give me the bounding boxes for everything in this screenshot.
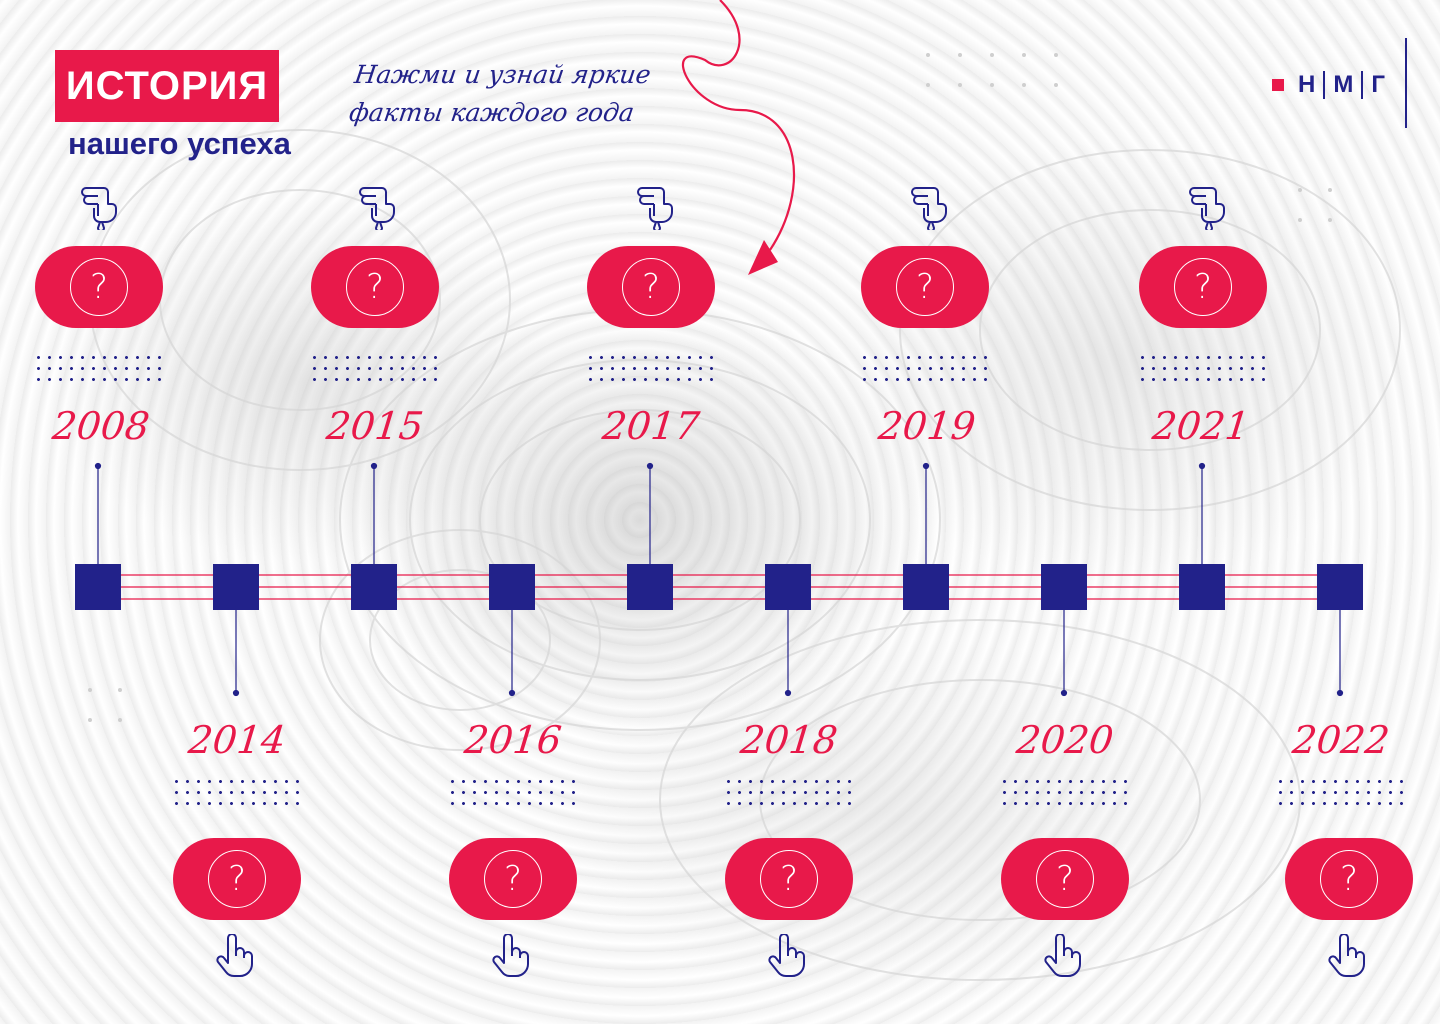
year-fact-button-2021[interactable]: ? <box>1139 246 1267 328</box>
company-logo: Н М Г <box>1272 70 1393 100</box>
year-label-2015: 2015 <box>324 404 426 448</box>
timeline-node-2017 <box>627 564 673 610</box>
question-mark-icon: ? <box>760 850 818 908</box>
hand-pointer-icon <box>911 187 947 230</box>
decorative-dots <box>585 352 717 386</box>
logo-separator <box>1361 71 1364 99</box>
curved-arrow-icon <box>681 0 796 275</box>
year-label-2019: 2019 <box>876 404 978 448</box>
question-mark-icon: ? <box>622 258 680 316</box>
timeline-node-2019 <box>903 564 949 610</box>
page-subtitle: нашего успеха <box>68 126 291 161</box>
decorative-dots <box>1275 776 1407 810</box>
logo-separator <box>1323 71 1326 99</box>
question-mark-icon: ? <box>1320 850 1378 908</box>
hand-pointer-icon <box>216 934 253 977</box>
year-fact-button-2018[interactable]: ? <box>725 838 853 920</box>
hand-pointer-icon <box>1044 934 1081 977</box>
hand-pointer-icon <box>359 187 395 230</box>
year-fact-button-2020[interactable]: ? <box>1001 838 1129 920</box>
connector-dot <box>1336 689 1344 697</box>
year-fact-button-2022[interactable]: ? <box>1285 838 1413 920</box>
logo-letter: Г <box>1371 71 1385 98</box>
year-label-2022: 2022 <box>1290 718 1392 762</box>
question-mark-icon: ? <box>1174 258 1232 316</box>
year-label-2018: 2018 <box>738 718 840 762</box>
connector-dot <box>646 462 654 470</box>
year-fact-button-2017[interactable]: ? <box>587 246 715 328</box>
logo-divider <box>1405 38 1407 128</box>
timeline-node-2014 <box>213 564 259 610</box>
year-label-2014: 2014 <box>186 718 288 762</box>
decorative-dots <box>447 776 579 810</box>
year-label-2008: 2008 <box>50 404 152 448</box>
hand-pointer-icon <box>768 934 805 977</box>
question-mark-icon: ? <box>896 258 954 316</box>
connector-dot <box>922 462 930 470</box>
decorative-dots <box>723 776 855 810</box>
hand-pointer-icon <box>492 934 529 977</box>
year-fact-button-2019[interactable]: ? <box>861 246 989 328</box>
decorative-dots <box>171 776 303 810</box>
hand-pointer-icon <box>1189 187 1225 230</box>
decorative-dots <box>1137 352 1269 386</box>
hand-pointer-icon <box>1328 934 1365 977</box>
year-fact-button-2014[interactable]: ? <box>173 838 301 920</box>
question-mark-icon: ? <box>1036 850 1094 908</box>
title-banner: ИСТОРИЯ <box>55 50 279 122</box>
logo-square-icon <box>1272 79 1284 91</box>
connector-dot <box>784 689 792 697</box>
connector-dot <box>508 689 516 697</box>
timeline-node-2020 <box>1041 564 1087 610</box>
decorative-dots <box>999 776 1131 810</box>
connector-dot <box>1198 462 1206 470</box>
year-label-2021: 2021 <box>1150 404 1252 448</box>
timeline-node-2016 <box>489 564 535 610</box>
timeline-connectors <box>94 462 1344 697</box>
timeline-node-2008 <box>75 564 121 610</box>
page-title: ИСТОРИЯ <box>65 63 269 108</box>
timeline-rail <box>98 574 1340 600</box>
year-fact-button-2008[interactable]: ? <box>35 246 163 328</box>
connector-dot <box>1060 689 1068 697</box>
year-fact-button-2016[interactable]: ? <box>449 838 577 920</box>
year-fact-button-2015[interactable]: ? <box>311 246 439 328</box>
timeline-node-2021 <box>1179 564 1225 610</box>
logo-letter: Н <box>1298 71 1316 98</box>
question-mark-icon: ? <box>70 258 128 316</box>
timeline-node-2018 <box>765 564 811 610</box>
year-label-2020: 2020 <box>1014 718 1116 762</box>
decorative-dots <box>859 352 991 386</box>
year-label-2016: 2016 <box>462 718 564 762</box>
decorative-dots <box>33 352 165 386</box>
question-mark-icon: ? <box>484 850 542 908</box>
connector-dot <box>94 462 102 470</box>
connector-dot <box>370 462 378 470</box>
question-mark-icon: ? <box>208 850 266 908</box>
timeline-node-2015 <box>351 564 397 610</box>
connector-dot <box>232 689 240 697</box>
hand-pointer-icon <box>637 187 673 230</box>
hand-pointer-icon <box>81 187 117 230</box>
year-label-2017: 2017 <box>600 404 702 448</box>
decorative-dots <box>309 352 441 386</box>
logo-letter: М <box>1333 71 1354 98</box>
timeline-node-2022 <box>1317 564 1363 610</box>
question-mark-icon: ? <box>346 258 404 316</box>
